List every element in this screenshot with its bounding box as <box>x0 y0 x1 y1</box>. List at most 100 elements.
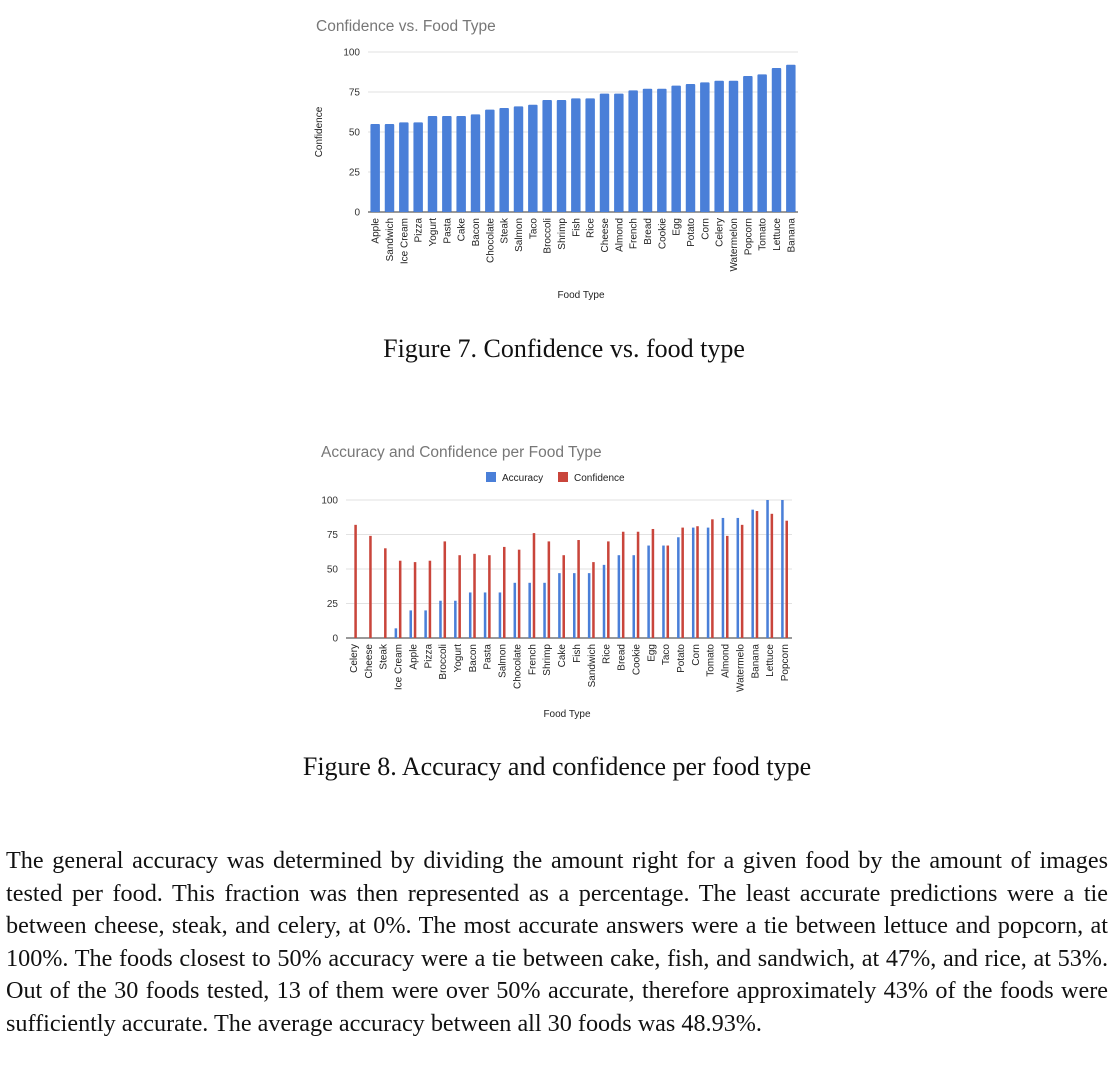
bar-accuracy <box>587 573 591 638</box>
x-tick-label: Shrimp <box>557 218 568 250</box>
bar-confidence <box>354 524 357 638</box>
legend-swatch-confidence <box>558 472 568 482</box>
bar-value <box>642 88 653 212</box>
bar-value <box>427 116 438 212</box>
bar-value <box>685 84 696 212</box>
bar-value <box>743 76 753 212</box>
bar-accuracy <box>662 545 665 638</box>
x-tick-label: Yogurt <box>428 218 439 247</box>
x-tick-label: Broccoli <box>543 218 554 254</box>
x-tick-label: Cake <box>457 218 468 242</box>
y-tick-label: 0 <box>332 634 338 645</box>
bar-value <box>513 106 524 212</box>
x-axis-label: Food Type <box>557 290 605 301</box>
x-tick-label: Egg <box>646 644 657 662</box>
y-tick-label: 75 <box>327 530 339 541</box>
x-tick-label: Shrimp <box>542 644 553 676</box>
x-axis-label: Food Type <box>543 709 591 720</box>
confidence-bar-chart: Confidence vs. Food Type 0 25 50 75 100 Confid… <box>314 18 798 301</box>
x-tick-label: Steak <box>379 643 390 670</box>
x-tick-label: French <box>527 644 538 675</box>
bar-value <box>556 100 567 212</box>
x-tick-label: Rice <box>602 644 613 664</box>
x-tick-label: Taco <box>661 644 672 666</box>
bar-confidence <box>681 527 684 638</box>
bar-value <box>470 114 481 212</box>
x-tick-label: Cake <box>557 644 568 668</box>
x-tick-label: Celery <box>349 644 360 673</box>
bar-confidence <box>651 528 655 638</box>
bar-value <box>599 93 610 212</box>
y-tick-label: 25 <box>327 599 339 610</box>
y-tick-label: 50 <box>349 128 361 139</box>
figure-8-chart: Accuracy and Confidence per Food Type 0 25… <box>300 436 820 726</box>
bar-confidence <box>384 548 387 638</box>
x-tick-label: Egg <box>672 218 683 236</box>
bar-confidence <box>532 533 536 638</box>
x-tick-label: Lettuce <box>765 644 776 677</box>
bar-value <box>657 88 667 212</box>
bar-value <box>714 80 724 212</box>
bar-value <box>485 109 495 212</box>
x-tick-label: Chocolate <box>485 218 496 263</box>
x-tick-label: Cookie <box>657 218 668 250</box>
x-tick-label: Steak <box>500 217 511 244</box>
bar-accuracy <box>558 573 561 638</box>
x-tick-label: Pizza <box>423 644 434 669</box>
bar-value <box>628 90 638 212</box>
bar-confidence <box>369 535 372 638</box>
bar-value <box>757 74 767 213</box>
bar-accuracy <box>468 592 472 638</box>
bar-value <box>528 104 538 212</box>
x-tick-label: Potato <box>676 644 687 673</box>
bar-confidence <box>785 520 788 638</box>
legend-swatch-accuracy <box>486 472 496 482</box>
bar-value <box>456 116 466 212</box>
bar-accuracy <box>647 545 650 638</box>
bar-confidence <box>458 555 461 638</box>
x-tick-label: Fish <box>572 644 583 663</box>
bar-value <box>442 116 452 212</box>
bar-accuracy <box>394 628 398 638</box>
x-tick-label: Apple <box>408 644 419 670</box>
bar-confidence <box>517 549 521 638</box>
y-tick-label: 75 <box>349 88 361 99</box>
legend-label-accuracy: Accuracy <box>502 473 543 484</box>
x-tick-label: Watermelo <box>735 644 746 692</box>
x-tick-label: Celery <box>715 218 726 247</box>
x-tick-label: Popcorn <box>743 218 754 255</box>
bar-value <box>671 85 681 212</box>
bar-value <box>728 80 739 212</box>
x-tick-label: Pizza <box>414 218 425 243</box>
x-tick-label: Bacon <box>468 644 479 672</box>
x-tick-label: Pasta <box>483 644 494 670</box>
bar-value <box>384 124 395 212</box>
bar-value <box>413 122 423 212</box>
legend-label-confidence: Confidence <box>574 473 625 484</box>
bar-confidence <box>755 511 759 638</box>
bar-value <box>399 122 409 212</box>
bar-confidence <box>547 541 551 638</box>
bar-value <box>614 93 624 212</box>
x-tick-label: Watermelon <box>729 218 740 272</box>
bar-accuracy <box>483 592 487 638</box>
bar-accuracy <box>573 573 576 638</box>
bar-accuracy <box>602 564 606 638</box>
bar-accuracy <box>781 500 784 638</box>
bar-confidence <box>725 535 729 638</box>
bar-confidence <box>666 545 670 638</box>
bar-confidence <box>443 541 447 638</box>
x-tick-label: Cheese <box>600 218 611 253</box>
x-tick-label: Potato <box>686 218 697 247</box>
bar-confidence <box>711 519 714 638</box>
bar-accuracy <box>617 555 621 638</box>
bar-confidence <box>502 546 506 638</box>
x-tick-label: Salmon <box>514 218 525 252</box>
x-tick-label: Rice <box>586 218 597 238</box>
bar-confidence <box>428 560 432 638</box>
y-tick-label: 0 <box>354 208 360 219</box>
x-tick-label: Fish <box>571 218 582 237</box>
x-tick-label: Salmon <box>498 644 509 678</box>
x-tick-label: Cookie <box>631 644 642 676</box>
accuracy-confidence-bar-chart: Accuracy and Confidence per Food Type 0 25… <box>321 444 792 720</box>
